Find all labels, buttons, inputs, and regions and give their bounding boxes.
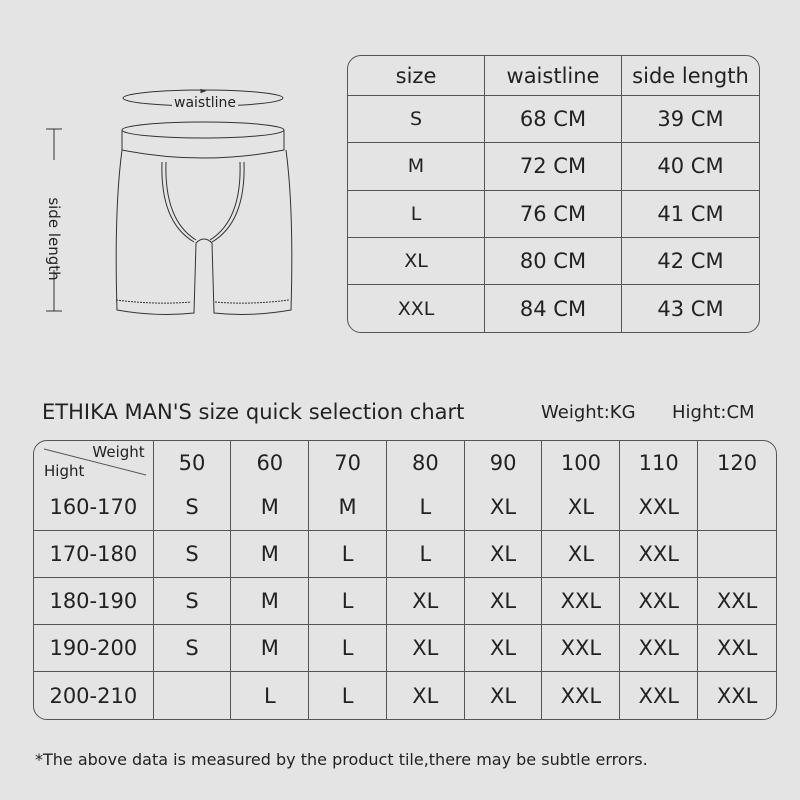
weight-header: 60 [231, 441, 310, 484]
waistline-cell: 76 CM [485, 190, 622, 238]
size-cell: XL [387, 672, 465, 719]
size-cell: XL [386, 578, 465, 625]
corner-height-label: Hight [44, 462, 85, 480]
table-row: 180-190 S M L XL XL XXL XXL XXL [34, 578, 776, 625]
waistline-cell: 68 CM [485, 96, 622, 144]
weight-header: 80 [387, 441, 465, 484]
size-cell: L [386, 484, 465, 531]
size-cell: M [231, 484, 310, 531]
size-cell [698, 531, 776, 578]
side-length-label: side length [45, 197, 63, 281]
table-header-row: size waistline side length [348, 56, 759, 96]
waistline-cell: 80 CM [485, 237, 622, 286]
waistline-cell: 84 CM [485, 285, 622, 333]
corner-header: Weight Hight [34, 441, 154, 484]
size-cell: XL [464, 625, 543, 672]
size-cell: S [348, 96, 485, 144]
table-row: S 68 CM 39 CM [348, 96, 759, 144]
size-cell: XXL [620, 672, 699, 719]
size-cell: XXL [716, 683, 758, 708]
size-cell: XL [386, 625, 465, 672]
weight-header: 120 [717, 450, 758, 475]
size-cell: XL [542, 531, 621, 578]
size-cell: XXL [348, 285, 485, 333]
size-cell: XL [464, 531, 543, 578]
size-cell: L [309, 531, 387, 578]
table-row: 200-210 L L XL XL XXL XXL XXL [34, 672, 776, 719]
size-cell: M [309, 484, 387, 531]
size-cell: XXL [542, 625, 621, 672]
side-length-cell: 41 CM [622, 191, 759, 238]
size-cell: L [309, 578, 387, 625]
size-cell: XL [464, 484, 543, 531]
size-cell: S [153, 531, 232, 578]
waistline-label: waistline [172, 95, 238, 111]
side-length-cell: 40 CM [622, 143, 759, 191]
size-cell: M [231, 531, 310, 578]
size-cell: XXL [620, 484, 699, 531]
table-row: XXL 84 CM 43 CM [348, 285, 759, 333]
size-cell: XXL [698, 578, 776, 625]
side-length-cell: 39 CM [622, 96, 759, 144]
table-row: 170-180 S M L L XL XL XXL [34, 531, 776, 578]
size-cell [154, 672, 232, 719]
header-waistline: waistline [485, 56, 622, 96]
header-size: size [348, 56, 485, 96]
weight-header: 90 [465, 441, 543, 484]
size-cell: S [153, 578, 232, 625]
side-length-cell: 43 CM [657, 296, 724, 321]
table-row: 190-200 S M L XL XL XXL XXL XXL [34, 625, 776, 672]
weight-header: 110 [620, 441, 699, 484]
weight-header: 50 [154, 441, 232, 484]
height-unit: Hight:CM [672, 402, 755, 423]
weight-header: 70 [309, 441, 387, 484]
size-cell: XXL [620, 531, 699, 578]
table-row: L 76 CM 41 CM [348, 190, 759, 238]
chart-title: ETHIKA MAN'S size quick selection chart [42, 400, 465, 424]
size-cell: M [231, 625, 310, 672]
size-cell: L [348, 190, 485, 238]
size-cell: L [231, 672, 310, 719]
table-row: M 72 CM 40 CM [348, 143, 759, 191]
header-side-length: side length [622, 56, 759, 96]
size-cell: S [153, 484, 232, 531]
diagonal-divider [43, 448, 147, 476]
corner-weight-label: Weight [92, 443, 145, 461]
table-row: XL 80 CM 42 CM [348, 237, 759, 286]
height-cell: 170-180 [34, 531, 154, 578]
size-cell: XL [542, 484, 621, 531]
size-cell: XL [465, 672, 543, 719]
height-cell: 190-200 [34, 625, 154, 672]
size-cell: XL [464, 578, 543, 625]
underwear-diagram: waistline side length [0, 50, 340, 350]
size-cell: M [348, 143, 485, 191]
size-cell: XXL [620, 625, 699, 672]
size-cell: XXL [620, 578, 699, 625]
size-cell: M [231, 578, 310, 625]
size-table: size waistline side length S 68 CM 39 CM M… [347, 55, 760, 334]
waistline-cell: 72 CM [485, 143, 622, 191]
weight-header: 100 [542, 441, 621, 484]
weight-unit: Weight:KG [541, 402, 636, 423]
height-cell: 160-170 [34, 484, 154, 531]
height-cell: 180-190 [34, 578, 154, 625]
size-cell [698, 484, 776, 531]
height-cell: 200-210 [34, 672, 154, 719]
side-length-cell: 42 CM [622, 238, 759, 286]
size-cell: XXL [698, 625, 776, 672]
table-header-row: Weight Hight 50 60 70 80 90 100 110 120 [34, 441, 776, 484]
size-cell: L [309, 672, 387, 719]
table-row: 160-170 S M M L XL XL XXL [34, 484, 776, 531]
size-cell: L [309, 625, 387, 672]
size-cell: XXL [542, 672, 621, 719]
size-cell: XL [348, 237, 485, 286]
quick-selection-table: Weight Hight 50 60 70 80 90 100 110 120 160-170… [33, 440, 777, 720]
size-cell: L [386, 531, 465, 578]
size-cell: S [153, 625, 232, 672]
footnote: *The above data is measured by the produ… [35, 750, 648, 769]
size-cell: XXL [542, 578, 621, 625]
